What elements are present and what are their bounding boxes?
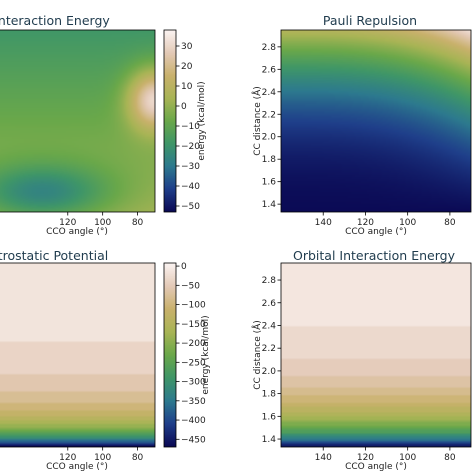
y-tick-label: 2.6: [262, 65, 277, 75]
x-tick-label: 120: [59, 218, 76, 228]
colorbar-tick-label: 0: [181, 262, 187, 272]
heatmap-image: [281, 30, 471, 212]
colorbar-tick-label: 30: [181, 42, 193, 52]
y-tick-label: 2.8: [262, 276, 277, 286]
colorbar-ticks: 30 20 10 0 −10 −20 −30 −40 −50: [176, 42, 200, 212]
y-tick-label: 1.6: [262, 412, 277, 422]
colorbar-frame: [163, 29, 177, 213]
colorbar-tick-label: −300: [181, 378, 206, 388]
colorbar-tick-label: −150: [181, 320, 206, 330]
y-tick-label: 2.8: [262, 43, 277, 53]
x-ticks: 120 100 80: [59, 447, 144, 463]
heatmap-image: [0, 263, 155, 447]
x-tick-label: 120: [59, 453, 76, 463]
x-ticks: 140 120 100 80: [315, 212, 456, 228]
plot-frame: [280, 262, 472, 448]
y-tick-label: 1.8: [262, 155, 277, 165]
colorbar-tick-label: −450: [181, 435, 206, 445]
panel-title: Interaction Energy: [0, 13, 110, 28]
colorbar-tick-label: −40: [181, 182, 200, 192]
colorbar-label: energy (kcal/mol): [201, 315, 211, 394]
x-tick-label: 80: [444, 218, 456, 228]
x-tick-label: 80: [444, 453, 456, 463]
panel-title: Electrostatic Potential: [0, 248, 108, 263]
panel-electrostatic-potential: Electrostatic Potential 120 100 80 CCO ang…: [0, 248, 211, 472]
x-tick-label: 140: [315, 218, 332, 228]
y-axis-label: CC distance (Å): [251, 86, 263, 156]
y-tick-label: 2.0: [262, 367, 277, 377]
colorbar-tick-label: −100: [181, 301, 206, 311]
y-ticks: 2.8 2.6 2.4 2.2 2.0 1.8 1.6 1.4: [262, 43, 281, 210]
heatmap-image: [281, 263, 471, 447]
y-tick-label: 1.6: [262, 178, 277, 188]
colorbar-tick-label: −30: [181, 162, 200, 172]
colorbar-tick-label: −50: [181, 281, 200, 291]
x-tick-label: 140: [315, 453, 332, 463]
y-tick-label: 1.4: [262, 200, 277, 210]
plot-frame: [280, 29, 472, 213]
heatmap-image: [0, 30, 155, 212]
colorbar: [164, 263, 176, 447]
panel-title: Pauli Repulsion: [323, 13, 417, 28]
colorbar-tick-label: −200: [181, 339, 206, 349]
y-tick-label: 2.2: [262, 344, 276, 354]
x-axis-label: CCO angle (°): [46, 227, 108, 237]
colorbar-tick-label: −50: [181, 202, 200, 212]
x-ticks: 140 120 100 80: [315, 447, 456, 463]
x-tick-label: 100: [399, 218, 416, 228]
colorbar-tick-label: 10: [181, 82, 193, 92]
plot-frame: [0, 262, 156, 448]
y-tick-label: 2.6: [262, 299, 277, 309]
colorbar-tick-label: −350: [181, 397, 206, 407]
colorbar-tick-label: −10: [181, 122, 200, 132]
x-tick-label: 120: [357, 453, 374, 463]
panel-pauli-repulsion: Pauli Repulsion 140 120 100 80 2.8 2.6 2.4 2.2…: [251, 13, 472, 237]
x-axis-label: CCO angle (°): [46, 462, 108, 472]
y-tick-label: 1.4: [262, 435, 277, 445]
colorbar-frame: [163, 262, 177, 448]
x-axis-label: CCO angle (°): [345, 227, 407, 237]
colorbar-tick-label: −250: [181, 358, 206, 368]
x-tick-label: 100: [94, 218, 111, 228]
y-tick-label: 2.4: [262, 88, 277, 98]
x-tick-label: 80: [132, 453, 144, 463]
y-axis-label: CC distance (Å): [251, 320, 263, 390]
colorbar-tick-label: 20: [181, 62, 193, 72]
panel-title: Orbital Interaction Energy: [293, 248, 456, 263]
panel-interaction-energy: Interaction Energy 120 100 80 CCO angle (°…: [0, 13, 207, 237]
x-tick-label: 100: [399, 453, 416, 463]
colorbar-label: energy (kcal/mol): [197, 81, 207, 160]
colorbar-ticks: 0 −50 −100 −150 −200 −250 −300 −350 −400 −450: [176, 262, 206, 445]
colorbar-tick-label: −400: [181, 416, 206, 426]
y-tick-label: 2.4: [262, 321, 277, 331]
x-axis-label: CCO angle (°): [345, 462, 407, 472]
x-tick-label: 80: [132, 218, 144, 228]
panel-orbital-interaction-energy: Orbital Interaction Energy 140 120 100 80 2…: [251, 248, 472, 472]
x-tick-label: 100: [94, 453, 111, 463]
y-ticks: 2.8 2.6 2.4 2.2 2.0 1.8 1.6 1.4: [262, 276, 281, 445]
colorbar: [164, 30, 176, 212]
y-tick-label: 1.8: [262, 390, 277, 400]
plot-frame: [0, 29, 156, 213]
colorbar-tick-label: 0: [181, 102, 187, 112]
y-tick-label: 2.0: [262, 133, 277, 143]
y-tick-label: 2.2: [262, 110, 276, 120]
colorbar-tick-label: −20: [181, 142, 200, 152]
x-ticks: 120 100 80: [59, 212, 144, 228]
x-tick-label: 120: [357, 218, 374, 228]
